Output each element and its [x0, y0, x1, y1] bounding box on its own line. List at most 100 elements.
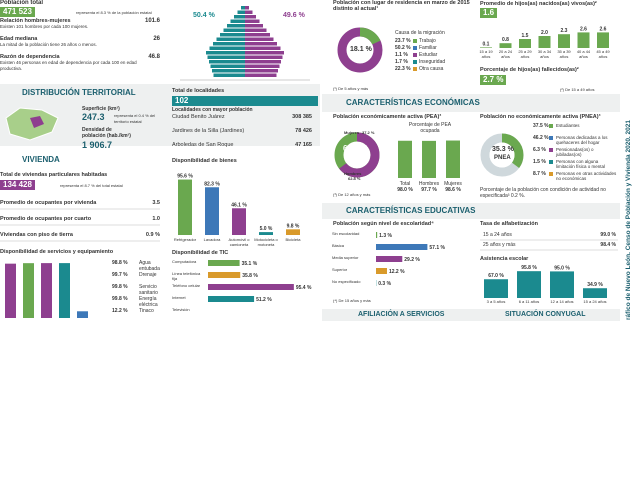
pyramid-bar [241, 6, 245, 10]
header: AFILIACIÓN A SERVICIOS [358, 311, 445, 318]
swatch [549, 160, 553, 164]
note: Existen 46 personas en edad de dependenc… [0, 60, 137, 71]
value-label: 0.3 % [378, 281, 391, 287]
category: 25 a 29 años [518, 49, 532, 59]
value-label: 1.5 [522, 33, 529, 39]
value: 1.6 [480, 8, 498, 18]
label: Estudiantes [556, 123, 580, 128]
value-label: 0.8 [502, 37, 509, 43]
value: 98.4 % [600, 242, 616, 248]
label: Causa de la migración [395, 30, 445, 36]
pyramid-bar [234, 15, 245, 19]
label: Porcentaje de PEA ocupada [408, 122, 452, 134]
note: La mitad de la población tiene 26 años o… [0, 42, 97, 47]
pyramid-bar [237, 10, 245, 14]
pyramid-bar [213, 42, 245, 46]
value: 1.5 % [533, 159, 546, 165]
value: 50.2 % [395, 45, 411, 51]
value: 308 385 [292, 114, 312, 120]
pyramid-bar [210, 64, 245, 68]
value-label: 35.1 % [242, 261, 258, 267]
title: Tasa de alfabetización [480, 221, 538, 227]
label: Razón de dependencia [0, 54, 60, 60]
category: Mujeres [444, 181, 462, 187]
bar [23, 263, 34, 318]
value: 1.1 % [395, 52, 408, 58]
bar [446, 140, 460, 178]
value: 26 [153, 36, 160, 42]
category: Bicicleta [285, 237, 301, 242]
label: Promedio de ocupantes por cuarto [0, 216, 92, 222]
pyramid-bar [245, 10, 253, 14]
label: Total de localidades [172, 88, 225, 94]
value: 1.7 % [395, 59, 408, 65]
pyramid-bar [212, 69, 245, 73]
pyramid-bar [213, 73, 245, 77]
header: SITUACIÓN CONYUGAL [505, 311, 586, 318]
pyramid-bar [223, 28, 245, 32]
value: 134 428 [0, 180, 35, 190]
donut-segment [334, 132, 380, 178]
label: Jardines de la Silla (Jardines) [172, 128, 245, 134]
value: 98.8 % [112, 260, 128, 266]
pyramid-bar [245, 64, 280, 68]
pyramid-bar [220, 33, 245, 37]
swatch [549, 172, 553, 176]
value: 46.8 [148, 54, 160, 60]
pyramid-bar [245, 73, 277, 77]
category: Televisión [172, 307, 190, 312]
category: Superior [332, 267, 348, 272]
value-label: 95.4 % [296, 285, 312, 291]
pyramid-bar [245, 60, 281, 64]
label: PEA [350, 154, 365, 161]
pyramid-bar [245, 37, 274, 41]
note: (³) De 12 años y más [333, 192, 371, 197]
bar [558, 34, 570, 48]
title: Disponibilidad de bienes [172, 158, 237, 164]
bar [286, 229, 300, 235]
bar [205, 187, 219, 235]
bar [517, 271, 541, 298]
value: 78 426 [295, 128, 312, 134]
value: 99.7 % [112, 272, 128, 278]
value: 1 906.7 [82, 140, 113, 150]
bar [208, 296, 255, 302]
pyramid-bar [245, 69, 278, 73]
pyramid-bar [245, 15, 256, 19]
value-label: 2.0 [541, 30, 548, 36]
value-label: 5.0 % [260, 226, 273, 232]
value: 247.3 [82, 112, 105, 122]
category: No especificado [332, 279, 361, 284]
category: Tinaco [139, 308, 154, 314]
pyramid-bar [245, 55, 283, 59]
category: Refrigerador [173, 237, 197, 242]
band [322, 203, 620, 219]
value-label: 12.2 % [389, 269, 405, 275]
value: 102 [172, 96, 318, 106]
bar [519, 39, 531, 48]
swatch [413, 53, 417, 57]
value-label: 51.2 % [256, 297, 272, 303]
bar [376, 244, 428, 250]
value-label: 67.0 % [488, 273, 504, 279]
swatch [413, 67, 417, 71]
header: VIVIENDA [22, 155, 60, 164]
bar [376, 268, 387, 274]
bar [5, 263, 16, 318]
note: representa el 8.3 % de la población esta… [76, 10, 152, 15]
value-label: 29.2 % [404, 257, 420, 263]
bar [208, 284, 294, 290]
category: 35 a 39 años [557, 49, 571, 59]
swatch [413, 60, 417, 64]
bar [59, 263, 70, 318]
bar [208, 260, 240, 266]
bar [422, 140, 436, 178]
category: 15 a 24 años [583, 299, 607, 304]
category: Teléfono celular [172, 283, 201, 288]
header: CARACTERÍSTICAS EDUCATIVAS [346, 206, 476, 215]
value: 47 165 [295, 142, 312, 148]
value: 50.4 % [193, 12, 215, 19]
value: 98.6 % [445, 187, 461, 193]
swatch [413, 39, 417, 43]
